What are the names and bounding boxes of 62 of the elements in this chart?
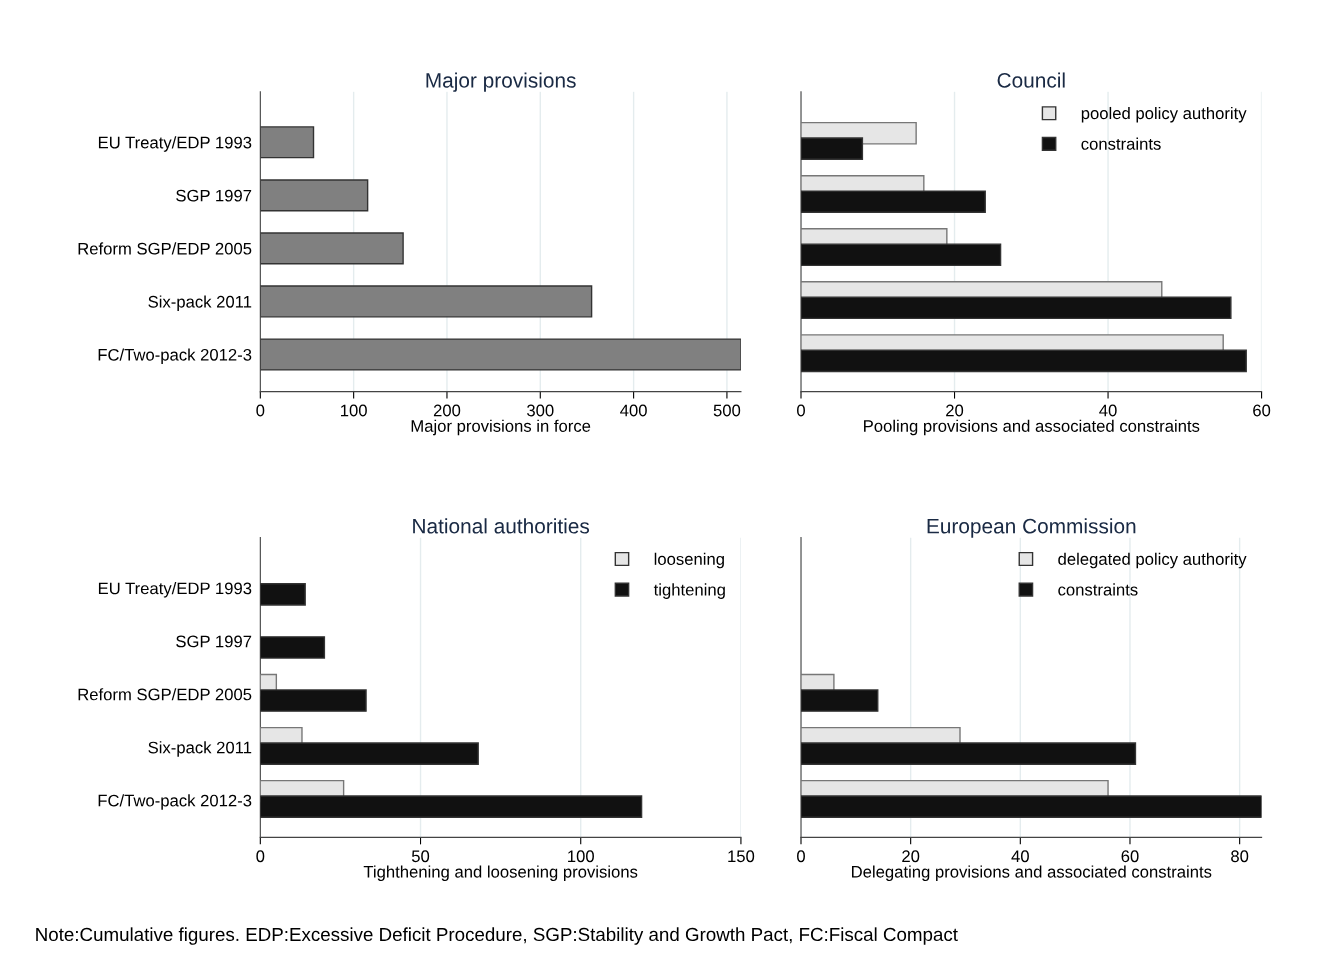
- bar: [260, 338, 741, 371]
- x-tick-label: 20: [902, 850, 920, 863]
- y-tick-label: Six-pack 2011: [148, 741, 252, 757]
- legend-label: pooled policy authority: [1081, 106, 1247, 123]
- legend-label: tightening: [653, 583, 725, 599]
- y-tick-label: Reform SGP/EDP 2005: [78, 242, 252, 255]
- bar: [260, 232, 404, 265]
- y-tick-label: EU Treaty/EDP 1993: [98, 136, 252, 152]
- x-tick-label: 500: [713, 404, 741, 417]
- x-tick-label: 0: [797, 850, 805, 863]
- x-axis-title: Tighthening and loosening provisions: [363, 865, 638, 881]
- bar: [260, 689, 367, 712]
- x-tick-label: 50: [411, 850, 430, 863]
- legend-label: constraints: [1081, 137, 1161, 150]
- x-tick-label: 0: [256, 404, 265, 417]
- bar: [260, 795, 643, 818]
- x-tick-label: 200: [433, 404, 461, 417]
- bar: [260, 742, 479, 765]
- x-tick-label: 40: [1011, 850, 1029, 863]
- x-tick-label: 300: [527, 404, 554, 417]
- x-tick-label: 0: [797, 404, 805, 417]
- x-tick-label: 150: [728, 850, 755, 863]
- bar: [801, 137, 864, 160]
- x-tick-label: 80: [1231, 850, 1249, 863]
- bar: [260, 285, 593, 318]
- x-tick-label: 40: [1099, 404, 1117, 417]
- y-tick-label: FC/Two-pack 2012-3: [98, 348, 252, 364]
- chart-title: National authorities: [413, 518, 590, 534]
- y-tick-label: FC/Two-pack 2012-3: [98, 794, 252, 810]
- bar: [260, 583, 306, 606]
- x-axis-title: Major provisions in force: [411, 419, 591, 436]
- bar: [801, 243, 1002, 267]
- x-axis-title: Pooling provisions and associated constraints: [864, 419, 1200, 436]
- y-tick-label: EU Treaty/EDP 1993: [98, 582, 252, 598]
- text: Note:Cumulative figures. EDP:Excessive Deficit Procedure, SGP:Stability and Growth Pact, FC:Fiscal Compact: [36, 927, 958, 945]
- legend-label: constraints: [1058, 583, 1138, 596]
- x-tick-label: 60: [1121, 850, 1139, 863]
- y-tick-label: Six-pack 2011: [148, 295, 252, 311]
- x-tick-label: 100: [568, 850, 594, 863]
- bar: [801, 296, 1232, 320]
- x-tick-label: 0: [256, 850, 265, 863]
- x-tick-label: 100: [341, 404, 367, 417]
- legend-label: delegated policy authority: [1058, 552, 1247, 569]
- y-tick-label: SGP 1997: [176, 635, 252, 648]
- bar: [260, 179, 369, 212]
- y-tick-label: SGP 1997: [176, 189, 252, 202]
- chart-title: Council: [997, 72, 1065, 88]
- bar: [801, 689, 879, 712]
- bar: [801, 742, 1137, 765]
- bar: [801, 190, 986, 213]
- bar: [801, 795, 1262, 818]
- x-tick-label: 20: [946, 404, 964, 417]
- chart-title: Major provisions: [426, 72, 576, 92]
- x-tick-label: 400: [620, 404, 647, 417]
- legend-label: loosening: [654, 552, 724, 569]
- x-tick-label: 60: [1253, 404, 1271, 417]
- y-tick-label: Reform SGP/EDP 2005: [78, 688, 252, 701]
- bar: [801, 349, 1247, 373]
- bar: [260, 126, 315, 159]
- chart-title: European Commission: [927, 518, 1136, 538]
- x-axis-title: Delegating provisions and associated constraints: [852, 865, 1212, 881]
- bar: [260, 636, 326, 659]
